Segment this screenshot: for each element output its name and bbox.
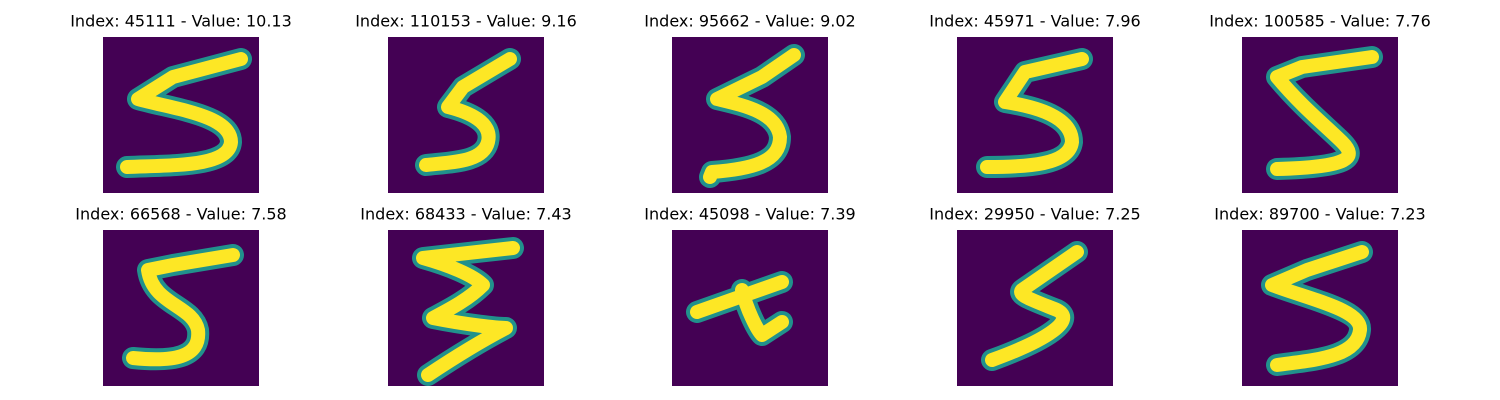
panel-title: Index: 89700 - Value: 7.23	[1214, 205, 1425, 224]
digit-stroke	[980, 52, 1089, 174]
digit-stroke	[416, 241, 520, 382]
digit-stroke	[703, 48, 801, 184]
panel: Index: 100585 - Value: 7.76	[1209, 12, 1431, 193]
panel: Index: 68433 - Value: 7.43	[360, 205, 572, 386]
digit-stroke	[126, 248, 240, 367]
panel: Index: 66568 - Value: 7.58	[75, 205, 287, 386]
panel-title: Index: 68433 - Value: 7.43	[360, 205, 571, 224]
digit-stroke	[1270, 50, 1379, 176]
panel-title: Index: 45098 - Value: 7.39	[644, 205, 855, 224]
panel-title: Index: 45111 - Value: 10.13	[70, 12, 292, 31]
panel-title: Index: 45971 - Value: 7.96	[929, 12, 1140, 31]
panel-title: Index: 100585 - Value: 7.76	[1209, 12, 1431, 31]
panel-title: Index: 29950 - Value: 7.25	[929, 205, 1140, 224]
digit-stroke	[120, 52, 248, 174]
panel-title: Index: 95662 - Value: 9.02	[644, 12, 855, 31]
panel-title: Index: 66568 - Value: 7.58	[75, 205, 286, 224]
panel: Index: 95662 - Value: 9.02	[644, 12, 856, 193]
panel: Index: 45971 - Value: 7.96	[929, 12, 1141, 193]
panel: Index: 29950 - Value: 7.25	[929, 205, 1141, 386]
panel: Index: 89700 - Value: 7.23	[1214, 205, 1426, 386]
panel: Index: 110153 - Value: 9.16	[355, 12, 577, 193]
digit-stroke	[1265, 245, 1369, 372]
digit-stroke	[419, 52, 517, 172]
digit-stroke	[690, 275, 789, 342]
panel-title: Index: 110153 - Value: 9.16	[355, 12, 577, 31]
panel: Index: 45098 - Value: 7.39	[644, 205, 856, 386]
digit-stroke	[985, 245, 1084, 367]
panel: Index: 45111 - Value: 10.13	[70, 12, 292, 193]
